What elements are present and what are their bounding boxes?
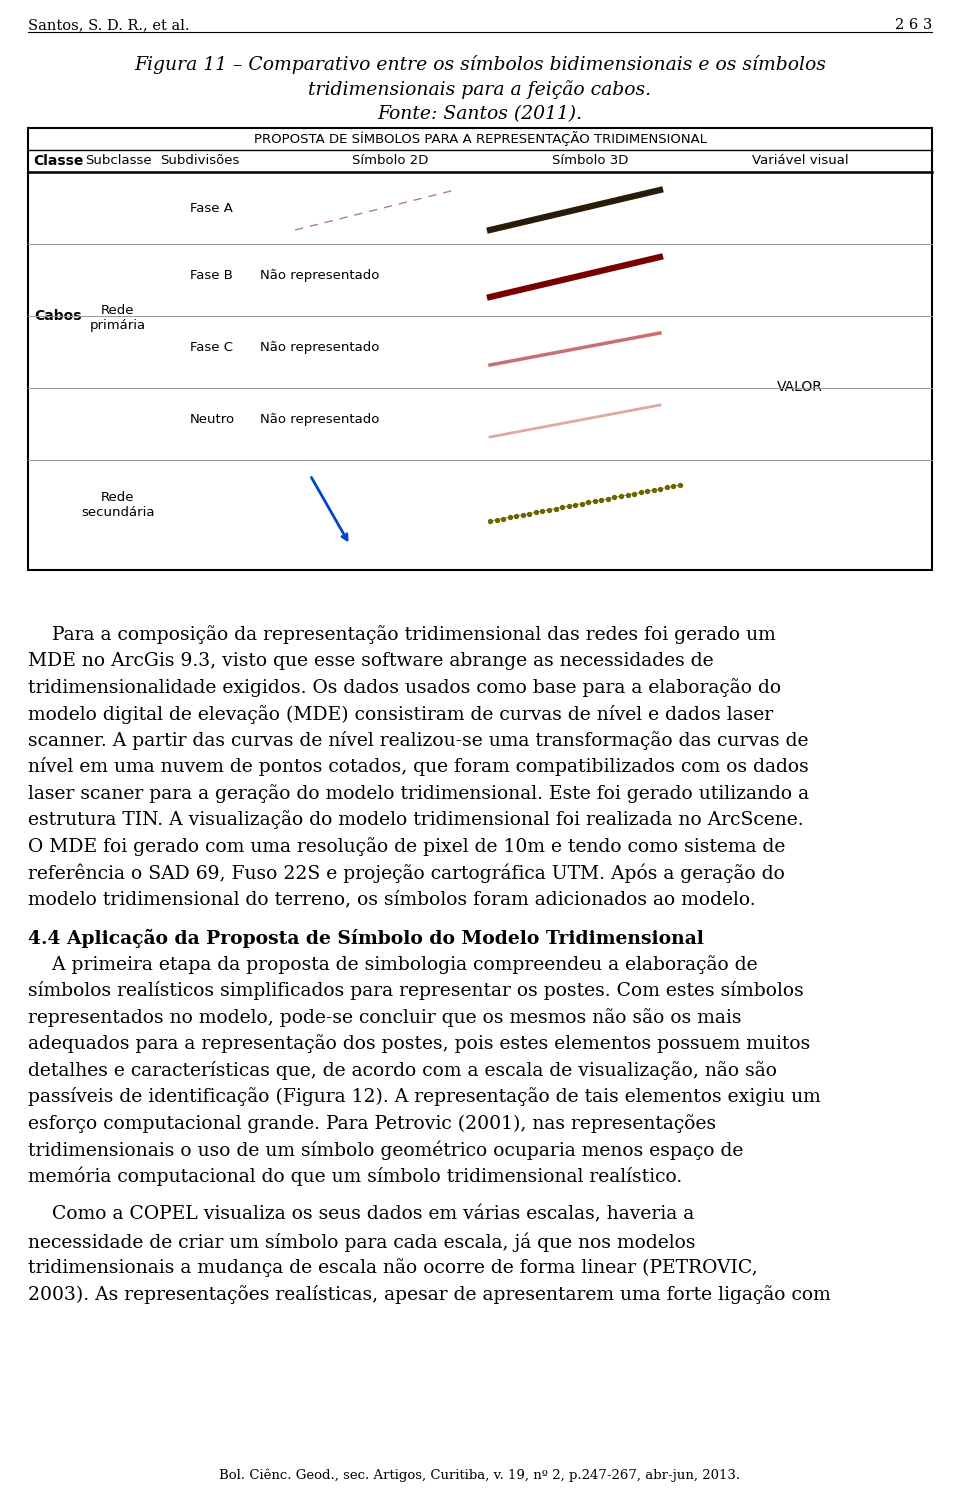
Text: laser scaner para a geração do modelo tridimensional. Este foi gerado utilizando: laser scaner para a geração do modelo tr… bbox=[28, 783, 809, 803]
Text: Não representado: Não representado bbox=[260, 413, 379, 427]
Text: Rede
secundária: Rede secundária bbox=[82, 491, 155, 519]
Point bbox=[639, 479, 655, 503]
Point bbox=[672, 473, 687, 497]
Text: Símbolo 2D: Símbolo 2D bbox=[351, 154, 428, 167]
Text: Subdivisões: Subdivisões bbox=[160, 154, 240, 167]
Text: tridimensionalidade exigidos. Os dados usados como base para a elaboração do: tridimensionalidade exigidos. Os dados u… bbox=[28, 677, 781, 697]
Text: PROPOSTA DE SÍMBOLOS PARA A REPRESENTAÇÃO TRIDIMENSIONAL: PROPOSTA DE SÍMBOLOS PARA A REPRESENTAÇÃ… bbox=[253, 131, 707, 146]
Text: passíveis de identificação (Figura 12). A representação de tais elementos exigiu: passíveis de identificação (Figura 12). … bbox=[28, 1088, 821, 1107]
Text: Santos, S. D. R., et al.: Santos, S. D. R., et al. bbox=[28, 18, 189, 31]
Text: representados no modelo, pode-se concluir que os mesmos não são os mais: representados no modelo, pode-se conclui… bbox=[28, 1009, 741, 1026]
Text: 4.4 Aplicação da Proposta de Símbolo do Modelo Tridimensional: 4.4 Aplicação da Proposta de Símbolo do … bbox=[28, 928, 704, 947]
Point bbox=[613, 485, 629, 509]
Point bbox=[548, 497, 564, 521]
Point bbox=[620, 483, 636, 507]
Bar bbox=[28, 128, 932, 570]
Text: 2 6 3: 2 6 3 bbox=[895, 18, 932, 31]
Point bbox=[567, 492, 583, 516]
Text: esforço computacional grande. Para Petrovic (2001), nas representações: esforço computacional grande. Para Petro… bbox=[28, 1115, 716, 1132]
Text: memória computacional do que um símbolo tridimensional realístico.: memória computacional do que um símbolo … bbox=[28, 1167, 683, 1186]
Point bbox=[561, 494, 576, 518]
Text: Fase B: Fase B bbox=[190, 269, 233, 282]
Point bbox=[607, 485, 622, 509]
Point bbox=[600, 486, 615, 510]
Text: A primeira etapa da proposta de simbologia compreendeu a elaboração de: A primeira etapa da proposta de simbolog… bbox=[28, 955, 757, 974]
Text: VALOR: VALOR bbox=[777, 380, 823, 394]
Text: Classe: Classe bbox=[33, 154, 84, 169]
Text: detalhes e características que, de acordo com a escala de visualização, não são: detalhes e características que, de acord… bbox=[28, 1061, 777, 1080]
Point bbox=[535, 500, 550, 524]
Text: scanner. A partir das curvas de nível realizou-se uma transformação das curvas d: scanner. A partir das curvas de nível re… bbox=[28, 731, 808, 750]
Text: Cabos: Cabos bbox=[35, 309, 82, 322]
Text: tridimensionais para a feição cabos.: tridimensionais para a feição cabos. bbox=[308, 81, 652, 98]
Point bbox=[516, 503, 531, 527]
Text: Rede
primária: Rede primária bbox=[90, 303, 146, 331]
Text: MDE no ArcGis 9.3, visto que esse software abrange as necessidades de: MDE no ArcGis 9.3, visto que esse softwa… bbox=[28, 652, 713, 670]
Point bbox=[633, 480, 648, 504]
Point bbox=[653, 477, 668, 501]
Text: tridimensionais o uso de um símbolo geométrico ocuparia menos espaço de: tridimensionais o uso de um símbolo geom… bbox=[28, 1140, 743, 1159]
Text: modelo tridimensional do terreno, os símbolos foram adicionados ao modelo.: modelo tridimensional do terreno, os sím… bbox=[28, 891, 756, 909]
Point bbox=[502, 506, 517, 530]
Point bbox=[588, 489, 603, 513]
Point bbox=[554, 495, 569, 519]
Point bbox=[509, 504, 524, 528]
Point bbox=[593, 488, 609, 512]
Text: Figura 11 – Comparativo entre os símbolos bidimensionais e os símbolos: Figura 11 – Comparativo entre os símbolo… bbox=[134, 55, 826, 75]
Text: adequados para a representação dos postes, pois estes elementos possuem muitos: adequados para a representação dos poste… bbox=[28, 1034, 810, 1053]
Text: Variável visual: Variável visual bbox=[752, 154, 849, 167]
Text: Não representado: Não representado bbox=[260, 269, 379, 282]
Point bbox=[581, 491, 596, 515]
Point bbox=[528, 500, 543, 524]
Point bbox=[646, 477, 661, 501]
Text: O MDE foi gerado com uma resolução de pixel de 10m e tendo como sistema de: O MDE foi gerado com uma resolução de pi… bbox=[28, 837, 785, 856]
Text: Para a composição da representação tridimensional das redes foi gerado um: Para a composição da representação tridi… bbox=[28, 625, 776, 645]
Point bbox=[627, 482, 642, 506]
Text: Fonte: Santos (2011).: Fonte: Santos (2011). bbox=[377, 104, 583, 122]
Point bbox=[574, 492, 589, 516]
Text: Fase A: Fase A bbox=[190, 201, 233, 215]
Text: Como a COPEL visualiza os seus dados em várias escalas, haveria a: Como a COPEL visualiza os seus dados em … bbox=[28, 1206, 694, 1223]
Point bbox=[666, 474, 682, 498]
Point bbox=[541, 498, 557, 522]
Point bbox=[521, 501, 537, 525]
Point bbox=[482, 509, 497, 533]
Text: Símbolo 3D: Símbolo 3D bbox=[552, 154, 628, 167]
Text: 2003). As representações realísticas, apesar de apresentarem uma forte ligação c: 2003). As representações realísticas, ap… bbox=[28, 1285, 830, 1304]
Text: Bol. Ciênc. Geod., sec. Artigos, Curitiba, v. 19, nº 2, p.247-267, abr-jun, 2013: Bol. Ciênc. Geod., sec. Artigos, Curitib… bbox=[220, 1468, 740, 1482]
Text: Neutro: Neutro bbox=[190, 413, 235, 427]
Text: símbolos realísticos simplificados para representar os postes. Com estes símbolo: símbolos realísticos simplificados para … bbox=[28, 982, 804, 1001]
Text: Fase C: Fase C bbox=[190, 342, 233, 354]
Text: necessidade de criar um símbolo para cada escala, já que nos modelos: necessidade de criar um símbolo para cad… bbox=[28, 1232, 695, 1252]
Text: modelo digital de elevação (MDE) consistiram de curvas de nível e dados laser: modelo digital de elevação (MDE) consist… bbox=[28, 704, 773, 724]
Text: tridimensionais a mudança de escala não ocorre de forma linear (PETROVIC,: tridimensionais a mudança de escala não … bbox=[28, 1258, 757, 1277]
Text: referência o SAD 69, Fuso 22S e projeção cartográfica UTM. Após a geração do: referência o SAD 69, Fuso 22S e projeção… bbox=[28, 864, 785, 883]
Text: nível em uma nuvem de pontos cotados, que foram compatibilizados com os dados: nível em uma nuvem de pontos cotados, qu… bbox=[28, 758, 808, 776]
Text: Não representado: Não representado bbox=[260, 342, 379, 354]
Point bbox=[660, 476, 675, 500]
Point bbox=[495, 507, 511, 531]
Text: estrutura TIN. A visualização do modelo tridimensional foi realizada no ArcScene: estrutura TIN. A visualização do modelo … bbox=[28, 810, 804, 830]
Text: Subclasse: Subclasse bbox=[84, 154, 152, 167]
Point bbox=[489, 507, 504, 531]
